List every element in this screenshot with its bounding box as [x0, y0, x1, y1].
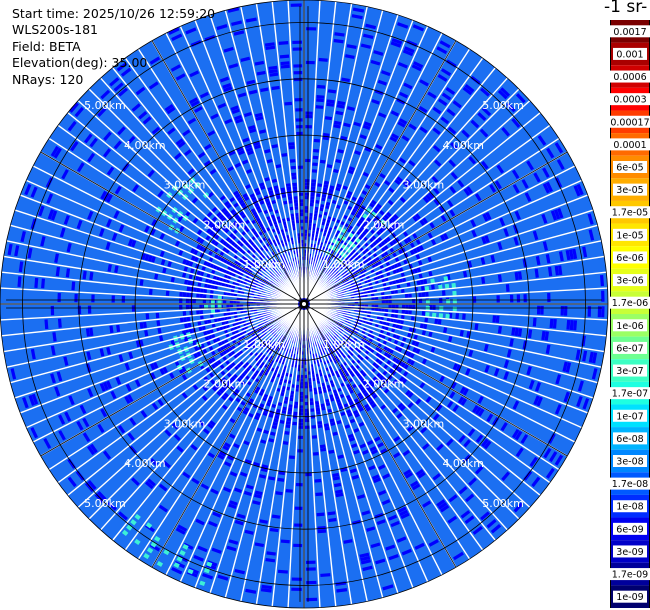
colorbar-tick-label: 3e-07 — [616, 366, 643, 377]
azimuth-line — [303, 40, 457, 305]
colorbar-label-bg — [613, 228, 647, 241]
colorbar-tick-label: 1e-08 — [616, 502, 643, 513]
colorbar-label-bg — [610, 477, 650, 490]
colorbar-tick-label: 1.7e-06 — [612, 298, 648, 309]
azimuth-line — [151, 303, 305, 568]
colorbar-tick-label: 1.7e-09 — [612, 570, 648, 581]
colorbar-label-bg — [613, 341, 647, 354]
ray-gaps — [0, 0, 608, 608]
colorbar-label-bg — [613, 364, 647, 377]
colorbar-label-bg — [613, 183, 647, 196]
colorbar-tick-label: 1e-05 — [616, 230, 643, 241]
colorbar-tick-label: 0.00017 — [610, 117, 649, 128]
ring-label-1: 1.00km — [323, 338, 365, 351]
colorbar-tick-label: 0.001 — [616, 49, 643, 60]
colorbar-label-bg — [613, 251, 647, 264]
colorbar-tick-label: 1.7e-07 — [612, 389, 648, 400]
azimuth-line — [303, 303, 568, 457]
ring-label-1: 1.00km — [323, 258, 365, 271]
colorbar-tick-label: 6e-05 — [616, 163, 643, 174]
colorbar-tick-label: 6e-09 — [616, 524, 643, 535]
ring-label-5: 5.00km — [482, 99, 524, 112]
info-panel: Start time: 2025/10/26 12:59:20 WLS200s-… — [12, 6, 215, 88]
colorbar-tick-label: 6e-06 — [616, 253, 643, 264]
colorbar-tick-label: 1e-07 — [616, 411, 643, 422]
ring-label-5: 5.00km — [84, 497, 126, 510]
colorbar-label-bg — [613, 522, 647, 535]
colorbar-label-bg — [613, 590, 647, 603]
azimuth-line — [40, 303, 305, 457]
colorbar-label-bg — [610, 70, 650, 83]
ring-label-3: 3.00km — [164, 417, 206, 430]
colorbar-label-bg — [613, 47, 647, 60]
colorbar-tick-label: 1e-09 — [616, 592, 643, 603]
colorbar-label-bg — [610, 93, 650, 106]
colorbar-tick-label: 6e-08 — [616, 434, 643, 445]
colorbar-label-bg — [610, 296, 650, 309]
colorbar-tick-label: 1.7e-08 — [612, 479, 648, 490]
colorbar-tick-label: 6e-07 — [616, 343, 643, 354]
colorbar-label-bg — [613, 319, 647, 332]
instrument-label: WLS200s-181 — [12, 22, 98, 38]
azimuth-line — [40, 151, 305, 305]
ring-labels: 1.00km 1.00km 1.00km 1.00km 2.00km 2.00km 2.00… — [84, 99, 524, 510]
colorbar-tick-label: 1e-06 — [616, 321, 643, 332]
ring-label-5: 5.00km — [482, 497, 524, 510]
colorbar-label-bg — [610, 25, 650, 38]
elevation-label: Elevation(deg): 35.00 — [12, 55, 148, 71]
colorbar-label-bg — [613, 274, 647, 287]
colorbar-tick-label: 0.0001 — [613, 140, 646, 151]
ring-label-1: 1.00km — [243, 258, 285, 271]
radar-center-dot — [302, 302, 306, 306]
colorbar-tick-label: 0.0003 — [613, 95, 646, 106]
ring-label-2: 2.00km — [363, 218, 405, 231]
colorbar-label-bg — [610, 206, 650, 219]
colorbar-label-bg — [613, 500, 647, 513]
ring-label-4: 4.00km — [442, 139, 484, 152]
colorbar: 0.0017 0.001 0.0006 0.0003 0.00017 0.0001 6e-0… — [610, 20, 650, 608]
ring-label-1: 1.00km — [243, 338, 285, 351]
azimuth-line — [303, 151, 568, 305]
colorbar-tick-label: 0.0017 — [613, 27, 646, 38]
colorbar-label-bg — [613, 455, 647, 467]
field-label: Field: BETA — [12, 38, 81, 54]
azimuth-line — [303, 303, 457, 568]
ring-label-4: 4.00km — [442, 457, 484, 470]
colorbar-label-bg — [613, 432, 647, 445]
colorbar-title: -1 sr- — [604, 0, 648, 17]
colorbar-label-bg — [613, 161, 647, 173]
colorbar-tick-label: 1.7e-05 — [612, 208, 648, 219]
colorbar-tick-label: 3e-09 — [616, 547, 643, 558]
ring-label-5: 5.00km — [84, 99, 126, 112]
nrays-label: NRays: 120 — [12, 71, 84, 87]
start-time-label: Start time: 2025/10/26 12:59:20 — [12, 6, 216, 21]
colorbar-tick-label: 0.0006 — [613, 72, 646, 83]
colorbar-label-bg — [610, 115, 650, 128]
ring-label-4: 4.00km — [124, 457, 166, 470]
ring-label-3: 3.00km — [403, 417, 445, 430]
ring-label-3: 3.00km — [403, 179, 445, 192]
colorbar-tick-label: 3e-08 — [616, 457, 643, 468]
colorbar-label-bg — [613, 409, 647, 422]
colorbar-label-bg — [610, 138, 650, 151]
colorbar-tick-label: 3e-06 — [616, 276, 643, 287]
ring-label-2: 2.00km — [363, 378, 405, 391]
ring-label-4: 4.00km — [124, 139, 166, 152]
ring-label-2: 2.00km — [204, 378, 246, 391]
ring-label-3: 3.00km — [164, 179, 206, 192]
azimuth-line — [151, 40, 305, 305]
colorbar-tick-label: 3e-05 — [616, 185, 643, 196]
colorbar-label-bg — [613, 545, 647, 558]
ring-label-2: 2.00km — [204, 218, 246, 231]
colorbar-label-bg — [610, 387, 650, 400]
colorbar-label-bg — [610, 568, 650, 581]
